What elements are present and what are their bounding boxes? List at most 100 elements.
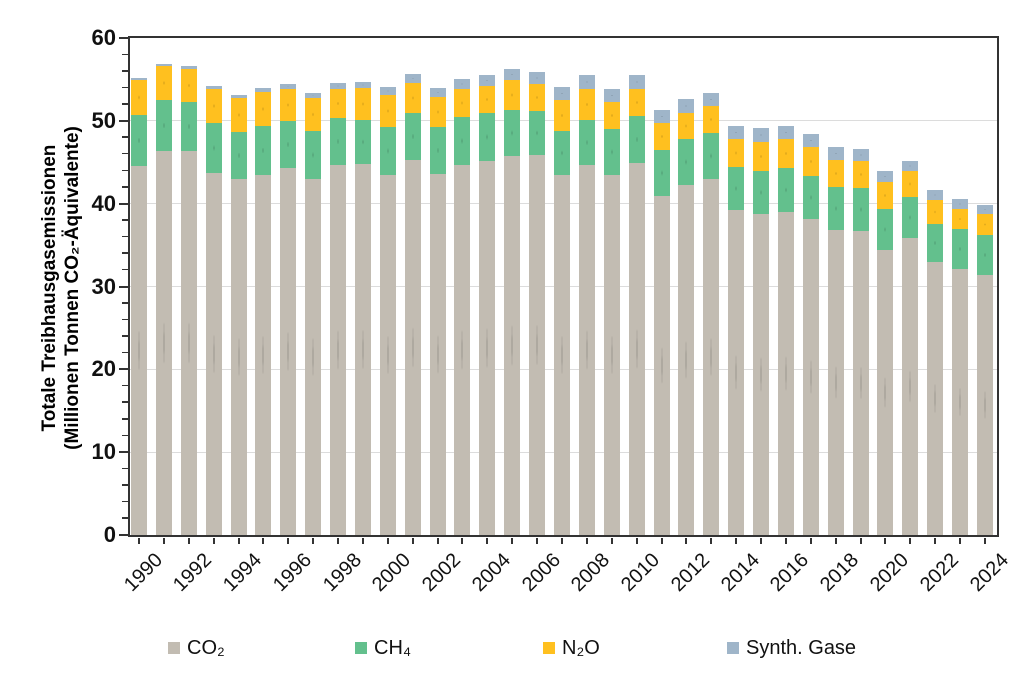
legend-label-ch4: CH₄ bbox=[374, 636, 412, 659]
bar-segment-2018-co bbox=[827, 230, 844, 535]
bar-segment-1995-co bbox=[255, 174, 272, 535]
bar-segment-2010-synthgase bbox=[628, 75, 645, 90]
bar-segment-2003-co bbox=[454, 164, 471, 535]
bar-segment-2014-co bbox=[728, 210, 745, 535]
bar-segment-2009-synthgase bbox=[603, 88, 620, 102]
x-tick-2014 bbox=[735, 538, 738, 544]
bar-segment-2009-co bbox=[603, 174, 620, 535]
bar-segment-2002-co bbox=[429, 173, 446, 535]
bar-segment-2005-synthgase bbox=[504, 68, 521, 81]
bar-segment-1990-ch bbox=[131, 115, 147, 167]
bar-segment-2024-co bbox=[977, 274, 993, 535]
bar-segment-2004-ch bbox=[479, 113, 496, 161]
bar-2008 bbox=[578, 75, 595, 535]
bar-2000 bbox=[379, 86, 396, 535]
y-minor-tick-8 bbox=[122, 467, 128, 470]
bar-segment-2003-no bbox=[454, 89, 471, 117]
bar-segment-2013-ch bbox=[703, 133, 720, 179]
bar-2019 bbox=[852, 149, 869, 535]
bar-2020 bbox=[877, 170, 894, 535]
bar-segment-2003-synthgase bbox=[454, 79, 471, 90]
y-tick-label-60: 60 bbox=[91, 25, 116, 50]
legend-label-synth: Synth. Gase bbox=[746, 636, 857, 659]
bar-segment-2004-co bbox=[479, 160, 496, 535]
x-tick-2013 bbox=[710, 538, 713, 544]
bar-segment-1994-no bbox=[230, 98, 247, 132]
bar-segment-2004-synthgase bbox=[479, 75, 496, 87]
y-tick-label-30: 30 bbox=[91, 273, 116, 299]
bar-segment-1998-ch bbox=[330, 118, 347, 165]
y-tick-label-0: 0 bbox=[103, 522, 116, 547]
x-tick-label-2022: 2022 bbox=[915, 549, 963, 597]
bar-segment-2006-no bbox=[529, 83, 546, 111]
bar-segment-1997-co bbox=[305, 178, 322, 535]
y-minor-tick-18 bbox=[122, 384, 128, 387]
bar-1990 bbox=[131, 77, 147, 535]
y-minor-tick-34 bbox=[122, 252, 128, 254]
bar-segment-2023-synthgase bbox=[952, 198, 969, 210]
bar-segment-2023-no bbox=[952, 209, 969, 230]
x-tick-1992 bbox=[187, 538, 190, 544]
bar-segment-2019-synthgase bbox=[852, 149, 869, 162]
bar-segment-2002-ch bbox=[429, 127, 446, 174]
x-tick-label-1994: 1994 bbox=[219, 549, 267, 597]
bar-segment-2020-synthgase bbox=[877, 170, 894, 183]
y-minor-tick-4 bbox=[122, 500, 128, 503]
bar-segment-2015-no bbox=[753, 142, 770, 172]
bar-segment-2019-co bbox=[852, 231, 869, 535]
bar-segment-1995-synthgase bbox=[255, 87, 272, 92]
bar-segment-2019-no bbox=[852, 161, 869, 188]
bar-segment-2000-no bbox=[379, 95, 396, 127]
bar-segment-2018-ch bbox=[827, 187, 844, 231]
bar-segment-2012-synthgase bbox=[678, 99, 695, 113]
bar-2004 bbox=[479, 75, 496, 535]
bar-segment-1991-no bbox=[155, 66, 172, 101]
y-major-tick-30 bbox=[119, 285, 128, 288]
bar-segment-1998-co bbox=[330, 164, 347, 535]
bar-1995 bbox=[255, 87, 272, 535]
x-tick-2007 bbox=[561, 538, 563, 544]
bar-segment-2013-co bbox=[703, 178, 720, 535]
bar-segment-2008-synthgase bbox=[578, 75, 595, 90]
bar-segment-1991-ch bbox=[155, 100, 172, 152]
x-tick-2000 bbox=[386, 538, 389, 544]
bar-segment-1995-ch bbox=[255, 125, 272, 175]
y-minor-tick-42 bbox=[122, 186, 128, 188]
bar-segment-2011-co bbox=[653, 196, 670, 535]
bar-2022 bbox=[927, 189, 944, 535]
y-minor-tick-6 bbox=[122, 484, 128, 486]
y-major-tick-40 bbox=[119, 202, 128, 205]
bar-segment-2024-synthgase bbox=[977, 204, 993, 215]
y-minor-tick-12 bbox=[122, 434, 128, 437]
y-major-tick-10 bbox=[119, 451, 128, 454]
bar-segment-2002-no bbox=[429, 96, 446, 128]
bar-segment-2021-no bbox=[902, 171, 919, 198]
y-minor-tick-38 bbox=[122, 219, 128, 221]
bar-segment-1994-synthgase bbox=[230, 95, 247, 99]
bar-segment-2024-ch bbox=[977, 235, 993, 275]
bar-segment-1999-ch bbox=[354, 120, 371, 164]
bar-segment-2009-ch bbox=[603, 129, 620, 175]
bar-segment-2010-co bbox=[628, 163, 645, 535]
ch4-swatch-icon bbox=[355, 642, 367, 654]
bar-segment-2023-ch bbox=[952, 229, 969, 270]
bar-segment-2022-no bbox=[927, 200, 944, 224]
bar-1998 bbox=[330, 82, 347, 535]
x-tick-2015 bbox=[760, 538, 763, 544]
bar-1999 bbox=[354, 81, 371, 535]
bar-segment-2017-ch bbox=[802, 176, 819, 219]
x-tick-1991 bbox=[162, 538, 165, 544]
x-tick-2017 bbox=[809, 538, 812, 544]
bar-segment-1999-synthgase bbox=[354, 81, 371, 88]
bar-segment-2022-ch bbox=[927, 223, 944, 262]
y-minor-tick-32 bbox=[122, 268, 128, 271]
bar-segment-1998-synthgase bbox=[330, 82, 347, 89]
bar-segment-2016-synthgase bbox=[777, 125, 794, 140]
x-tick-2009 bbox=[610, 538, 613, 544]
bar-segment-2009-no bbox=[603, 101, 620, 130]
x-tick-label-2018: 2018 bbox=[816, 549, 864, 597]
x-tick-label-1990: 1990 bbox=[119, 549, 167, 597]
bar-segment-1996-synthgase bbox=[280, 84, 297, 89]
bar-2003 bbox=[454, 79, 471, 535]
bar-segment-2006-ch bbox=[529, 110, 546, 155]
